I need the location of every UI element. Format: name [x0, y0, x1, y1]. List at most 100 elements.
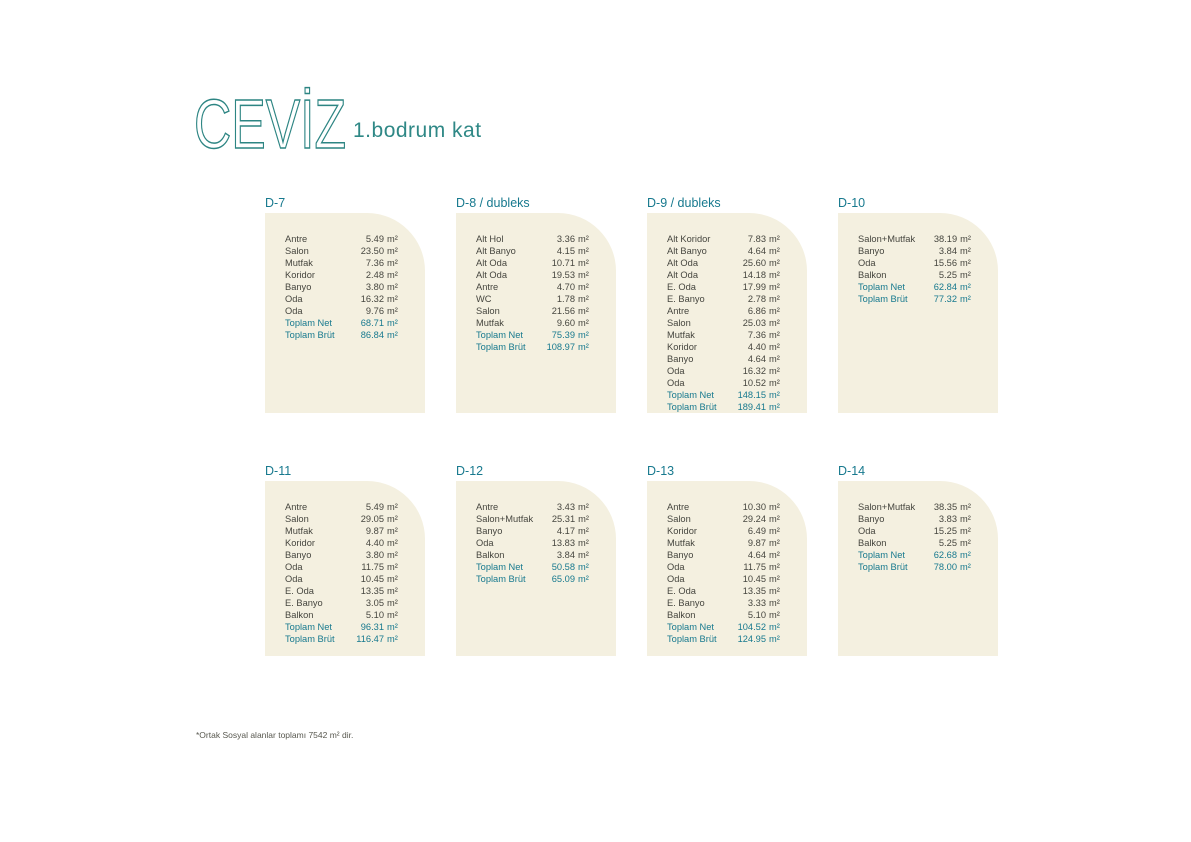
room-name: Banyo [858, 246, 885, 256]
total-row: Toplam Net 96.31 m² [285, 621, 401, 633]
room-area: 5.25 [938, 538, 957, 548]
area-unit: m² [960, 514, 971, 524]
area-unit: m² [387, 502, 398, 512]
area-unit: m² [578, 342, 589, 352]
room-list: Antre 5.49 m² Salon 29.05 m² Mutfak 9.87… [285, 501, 401, 645]
unit-card-title: D-10 [838, 196, 866, 210]
room-area: 1.78 [556, 294, 575, 304]
room-row: Oda 11.75 m² [285, 561, 401, 573]
area-unit: m² [960, 258, 971, 268]
area-unit: m² [578, 282, 589, 292]
room-row: Balkon 3.84 m² [476, 549, 592, 561]
area-unit: m² [578, 574, 589, 584]
room-name: Salon [285, 246, 309, 256]
room-name: Mutfak [667, 538, 695, 548]
room-row: Banyo 4.64 m² [667, 549, 783, 561]
room-row: Balkon 5.10 m² [285, 609, 401, 621]
room-area: 4.40 [365, 538, 384, 548]
room-area: 29.24 [742, 514, 766, 524]
area-unit: m² [769, 538, 780, 548]
room-area: 3.80 [365, 550, 384, 560]
area-unit: m² [769, 550, 780, 560]
area-unit: m² [960, 538, 971, 548]
total-row: Toplam Net 68.71 m² [285, 317, 401, 329]
room-area: 25.03 [742, 318, 766, 328]
room-row: Antre 5.49 m² [285, 233, 401, 245]
unit-card: Antre 3.43 m² Salon+Mutfak 25.31 m² Bany… [456, 481, 616, 656]
room-area: 124.95 [737, 634, 766, 644]
room-name: Oda [667, 574, 685, 584]
room-area: 38.35 [933, 502, 958, 512]
room-area: 86.84 [360, 330, 384, 340]
room-area: 16.32 [360, 294, 384, 304]
room-name: Toplam Brüt [285, 330, 335, 340]
room-name: Toplam Brüt [667, 402, 717, 412]
room-name: Oda [285, 306, 303, 316]
total-row: Toplam Brüt 108.97 m² [476, 341, 592, 353]
room-name: Balkon [667, 610, 696, 620]
room-area: 21.56 [551, 306, 575, 316]
room-name: Alt Oda [667, 258, 699, 268]
room-area: 5.49 [365, 234, 384, 244]
logo-svg: CEVİZ [193, 84, 347, 164]
room-area: 10.52 [742, 378, 766, 388]
room-name: Toplam Brüt [858, 294, 908, 304]
room-row: Koridor 4.40 m² [667, 341, 783, 353]
unit-card-cell: D-12 Antre 3.43 m² Salon+Mutfak 25.31 m²… [456, 464, 616, 656]
room-row: Oda 10.45 m² [285, 573, 401, 585]
room-row: Mutfak 7.36 m² [667, 329, 783, 341]
area-unit: m² [960, 550, 971, 560]
room-area: 2.78 [747, 294, 766, 304]
area-unit: m² [769, 634, 780, 644]
room-area: 104.52 [737, 622, 766, 632]
room-row: Salon+Mutfak 38.35 m² [858, 501, 974, 513]
room-row: Banyo 4.64 m² [667, 353, 783, 365]
room-name: E. Oda [667, 282, 696, 292]
room-row: Mutfak 7.36 m² [285, 257, 401, 269]
room-name: Mutfak [285, 526, 313, 536]
room-name: Alt Hol [476, 234, 504, 244]
area-unit: m² [387, 622, 398, 632]
room-row: Oda 10.45 m² [667, 573, 783, 585]
room-name: Toplam Net [667, 390, 715, 400]
unit-card-cell: D-13 Antre 10.30 m² Salon 29.24 m² Korid… [647, 464, 807, 656]
area-unit: m² [387, 574, 398, 584]
total-row: Toplam Net 62.84 m² [858, 281, 974, 293]
area-unit: m² [769, 318, 780, 328]
area-unit: m² [960, 246, 971, 256]
room-row: Alt Banyo 4.64 m² [667, 245, 783, 257]
room-name: Koridor [285, 538, 315, 548]
room-area: 4.17 [556, 526, 575, 536]
room-name: Oda [476, 538, 494, 548]
room-name: E. Banyo [667, 598, 705, 608]
room-row: E. Banyo 3.05 m² [285, 597, 401, 609]
total-row: Toplam Net 62.68 m² [858, 549, 974, 561]
logo: CEVİZ [193, 84, 356, 164]
area-unit: m² [769, 234, 780, 244]
room-name: Antre [476, 282, 499, 292]
room-name: WC [476, 294, 492, 304]
room-name: Koridor [667, 342, 697, 352]
unit-card-title: D-11 [265, 464, 292, 478]
room-area: 10.71 [551, 258, 575, 268]
room-row: E. Banyo 3.33 m² [667, 597, 783, 609]
area-unit: m² [387, 318, 398, 328]
room-name: Salon+Mutfak [858, 502, 916, 512]
room-name: Salon [476, 306, 500, 316]
room-row: Banyo 3.80 m² [285, 549, 401, 561]
room-name: Antre [285, 234, 308, 244]
room-name: Banyo [667, 550, 694, 560]
room-area: 15.25 [933, 526, 957, 536]
room-list: Antre 3.43 m² Salon+Mutfak 25.31 m² Bany… [476, 501, 592, 585]
room-row: Alt Hol 3.36 m² [476, 233, 592, 245]
room-row: Antre 3.43 m² [476, 501, 592, 513]
room-name: Mutfak [285, 258, 313, 268]
room-row: Alt Oda 19.53 m² [476, 269, 592, 281]
room-list: Salon+Mutfak 38.35 m² Banyo 3.83 m² Oda … [858, 501, 974, 573]
area-unit: m² [960, 270, 971, 280]
room-name: Antre [667, 502, 690, 512]
room-name: Oda [285, 562, 303, 572]
area-unit: m² [387, 562, 398, 572]
room-area: 4.15 [556, 246, 575, 256]
room-area: 96.31 [360, 622, 384, 632]
